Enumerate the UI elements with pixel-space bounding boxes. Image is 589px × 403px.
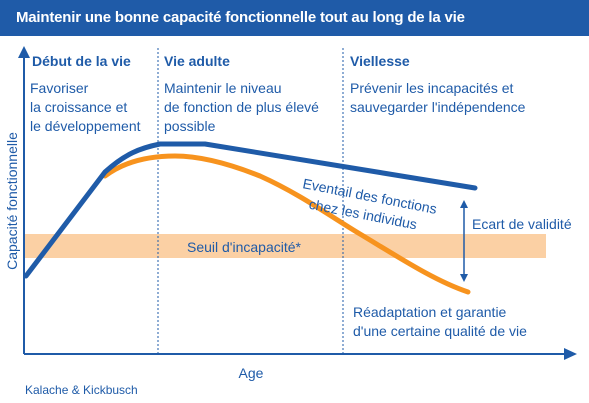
threshold-label: Seuil d'incapacité* <box>187 239 302 255</box>
diagram-svg: Début de la vie Vie adulte Viellesse Fav… <box>4 46 577 397</box>
x-axis-label: Age <box>239 365 264 381</box>
range-label: Eventail des fonctions chez les individu… <box>301 175 438 232</box>
gap-label: Ecart de validité <box>472 216 572 232</box>
phase-early-line-3: le développement <box>30 118 141 134</box>
phase-early-line-1: Favoriser <box>30 80 89 96</box>
y-axis-label: Capacité fonctionnelle <box>4 132 20 270</box>
phase-adult-line-2: de fonction de plus élevé <box>164 99 319 115</box>
y-axis-arrow <box>18 46 30 58</box>
diagram-area: Début de la vie Vie adulte Viellesse Fav… <box>0 36 589 403</box>
phase-adult-line-1: Maintenir le niveau <box>164 80 282 96</box>
threshold-band <box>25 234 546 258</box>
phase-heading-early: Début de la vie <box>32 53 131 69</box>
phase-heading-old: Viellesse <box>350 53 410 69</box>
source-credit: Kalache & Kickbusch <box>25 383 138 397</box>
phase-early-line-2: la croissance et <box>30 99 127 115</box>
title-bar: Maintenir une bonne capacité fonctionnel… <box>0 0 589 36</box>
orange-curve <box>102 153 471 295</box>
gap-arrow-top <box>460 200 468 208</box>
blue-curve <box>23 141 478 279</box>
gap-arrow-bottom <box>460 274 468 282</box>
phase-old-line-2: sauvegarder l'indépendence <box>350 99 526 115</box>
phase-old-line-1: Prévenir les incapacités et <box>350 80 514 96</box>
bottom-note-line-1: Réadaptation et garantie <box>353 304 507 320</box>
phase-adult-line-3: possible <box>164 118 216 134</box>
x-axis-arrow <box>564 348 577 360</box>
phase-heading-adult: Vie adulte <box>164 53 230 69</box>
bottom-note-line-2: d'une certaine qualité de vie <box>353 323 527 339</box>
